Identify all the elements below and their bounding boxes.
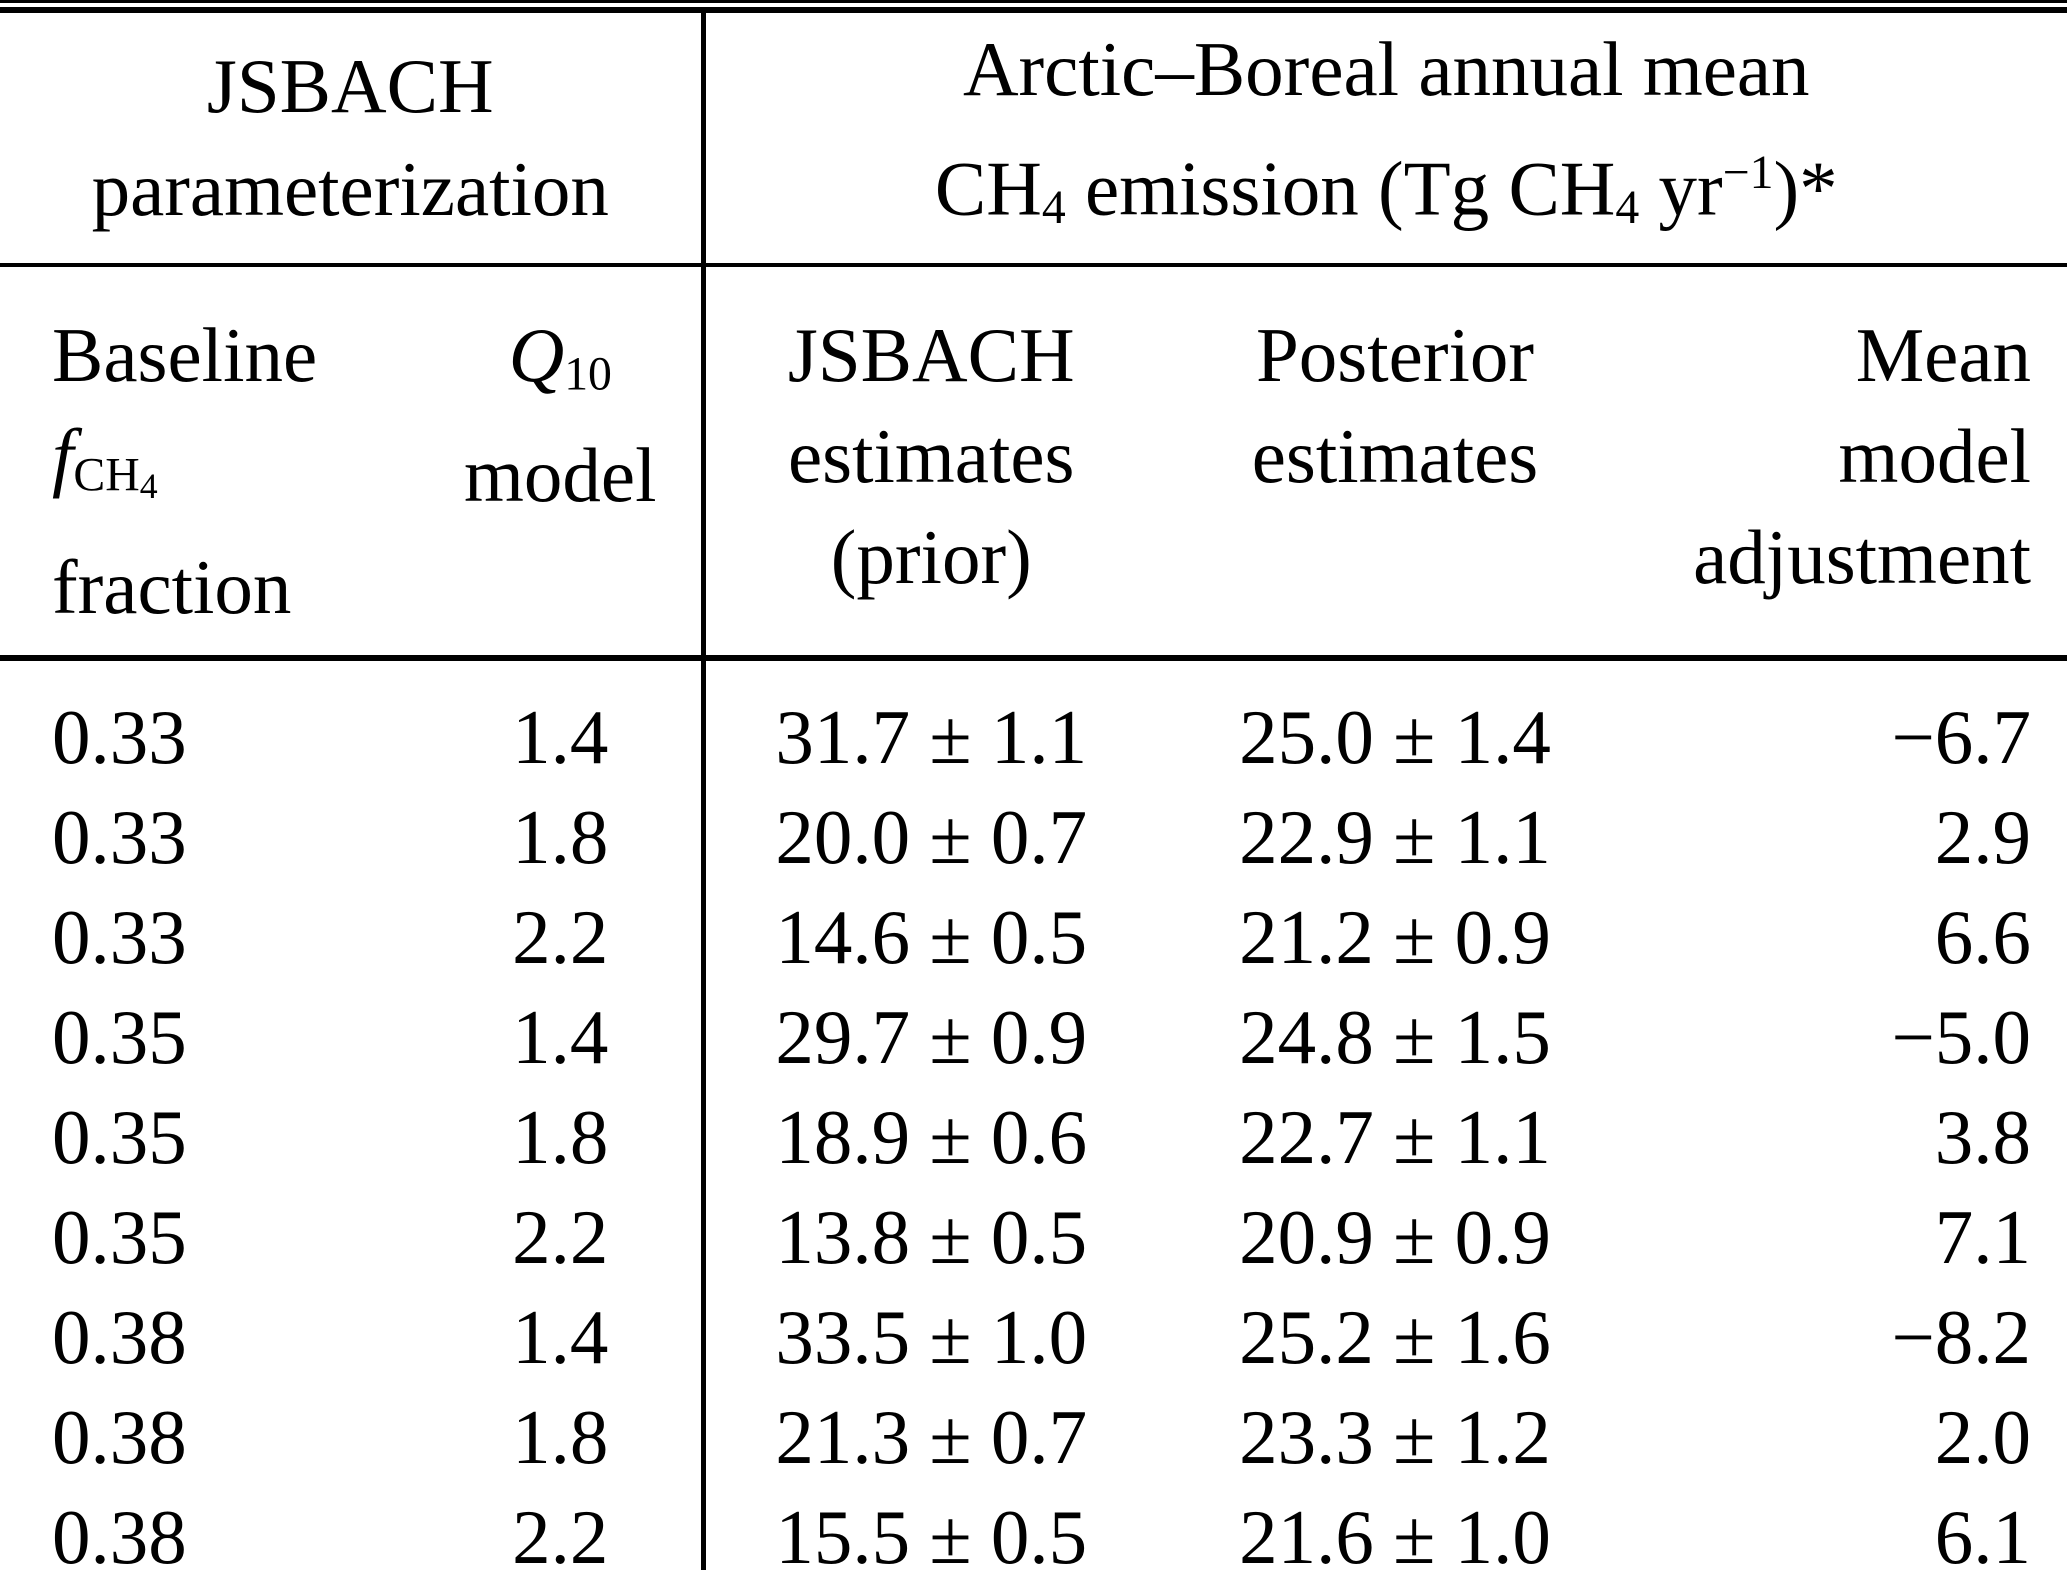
- cell-prior-estimate: 21.3 ± 0.7: [700, 1387, 1157, 1487]
- f-subscript-4: 4: [139, 465, 158, 506]
- cell-baseline-fraction: 0.35: [52, 993, 187, 1080]
- cell-baseline-fraction: 0.35: [52, 1193, 187, 1280]
- q10-header-line1: Q10: [420, 305, 701, 425]
- jsbach-header-line2: estimates: [787, 413, 1075, 499]
- group-header-left-line1: JSBACH: [206, 43, 494, 129]
- cell-posterior-estimate: 21.2 ± 0.9: [1239, 893, 1551, 980]
- group-header-row: JSBACH parameterization Arctic–Boreal an…: [0, 13, 2067, 267]
- q-symbol: Q: [508, 312, 565, 398]
- baseline-header-line2: fCH4: [52, 406, 420, 537]
- cell-q10: 1.8: [512, 1093, 609, 1180]
- cell-q10: 1.4: [512, 693, 609, 780]
- cell-q10: 1.4: [512, 1293, 609, 1380]
- table-row: 0.35 1.8 18.9 ± 0.6 22.7 ± 1.1 3.8: [0, 1087, 2067, 1187]
- cell-baseline-fraction: 0.38: [52, 1293, 187, 1380]
- column-header-baseline-fraction: Baseline fCH4 fraction: [0, 265, 420, 661]
- cell-q10: 1.4: [512, 993, 609, 1080]
- cell-q10: 2.2: [512, 893, 609, 980]
- table-row: 0.33 2.2 14.6 ± 0.5 21.2 ± 0.9 6.6: [0, 887, 2067, 987]
- ch4-label-2: CH: [1508, 144, 1616, 231]
- cell-posterior-estimate: 25.2 ± 1.6: [1239, 1293, 1551, 1380]
- table-row: 0.38 1.8 21.3 ± 0.7 23.3 ± 1.2 2.0: [0, 1387, 2067, 1487]
- cell-prior-estimate: 33.5 ± 1.0: [700, 1287, 1157, 1387]
- table-row: 0.35 2.2 13.8 ± 0.5 20.9 ± 0.9 7.1: [0, 1187, 2067, 1287]
- table-row: 0.33 1.4 31.7 ± 1.1 25.0 ± 1.4 −6.7: [0, 658, 2067, 787]
- group-header-right: Arctic–Boreal annual mean CH4 emission (…: [700, 13, 2067, 267]
- table-row: 0.33 1.8 20.0 ± 0.7 22.9 ± 1.1 2.9: [0, 787, 2067, 887]
- cell-prior-estimate: 29.7 ± 0.9: [700, 987, 1157, 1087]
- cell-posterior-estimate: 23.3 ± 1.2: [1239, 1393, 1551, 1480]
- jsbach-header-line3: (prior): [830, 514, 1032, 600]
- cell-baseline-fraction: 0.33: [52, 693, 187, 780]
- ch4-label: CH: [934, 144, 1042, 231]
- table-body: 0.33 1.4 31.7 ± 1.1 25.0 ± 1.4 −6.7 0.33…: [0, 658, 2067, 1570]
- cell-mean-adjustment: 2.0: [1934, 1393, 2032, 1480]
- cell-mean-adjustment: −5.0: [1891, 993, 2032, 1080]
- f-subscript: CH: [73, 448, 140, 502]
- mean-header-line3: adjustment: [1693, 514, 2032, 600]
- mean-header-line2: model: [1838, 413, 2032, 499]
- cell-mean-adjustment: 6.6: [1934, 893, 2032, 980]
- cell-prior-estimate: 18.9 ± 0.6: [700, 1087, 1157, 1187]
- mean-header-line1: Mean: [1855, 312, 2032, 398]
- cell-posterior-estimate: 24.8 ± 1.5: [1239, 993, 1551, 1080]
- group-header-left: JSBACH parameterization: [0, 13, 703, 267]
- baseline-header-line1: Baseline: [52, 312, 318, 398]
- jsbach-header-line1: JSBACH: [787, 312, 1075, 398]
- cell-posterior-estimate: 21.6 ± 1.0: [1239, 1493, 1551, 1570]
- posterior-header-line1: Posterior: [1255, 312, 1535, 398]
- cell-baseline-fraction: 0.38: [52, 1493, 187, 1570]
- table-row: 0.38 2.2 15.5 ± 0.5 21.6 ± 1.0 6.1: [0, 1487, 2067, 1570]
- group-header-right-line1: Arctic–Boreal annual mean: [962, 25, 1810, 112]
- column-header-jsbach-prior: JSBACH estimates (prior): [700, 265, 1157, 661]
- yr-label: yr: [1639, 144, 1723, 231]
- cell-baseline-fraction: 0.38: [52, 1393, 187, 1480]
- cell-baseline-fraction: 0.35: [52, 1093, 187, 1180]
- cell-posterior-estimate: 22.7 ± 1.1: [1239, 1093, 1551, 1180]
- cell-q10: 2.2: [512, 1493, 609, 1570]
- cell-prior-estimate: 13.8 ± 0.5: [700, 1187, 1157, 1287]
- emissions-table: JSBACH parameterization Arctic–Boreal an…: [0, 13, 2067, 1570]
- ch4-subscript: 4: [1041, 180, 1066, 234]
- cell-mean-adjustment: 2.9: [1934, 793, 2032, 880]
- posterior-header-line2: estimates: [1251, 413, 1539, 499]
- column-header-q10-model: Q10 model: [420, 265, 703, 661]
- cell-posterior-estimate: 20.9 ± 0.9: [1239, 1193, 1551, 1280]
- emission-unit-text: emission (Tg: [1065, 144, 1509, 231]
- cell-prior-estimate: 20.0 ± 0.7: [700, 787, 1157, 887]
- table-row: 0.38 1.4 33.5 ± 1.0 25.2 ± 1.6 −8.2: [0, 1287, 2067, 1387]
- f-symbol: f: [52, 413, 74, 499]
- cell-mean-adjustment: 3.8: [1934, 1093, 2032, 1180]
- yr-exponent: −1: [1722, 145, 1774, 199]
- q10-header-line2: model: [464, 431, 657, 518]
- cell-prior-estimate: 31.7 ± 1.1: [700, 658, 1157, 787]
- cell-prior-estimate: 15.5 ± 0.5: [700, 1487, 1157, 1570]
- cell-mean-adjustment: −6.7: [1891, 693, 2032, 780]
- column-header-posterior: Posterior estimates: [1157, 265, 1633, 661]
- ch4-subscript-2: 4: [1615, 180, 1640, 234]
- cell-prior-estimate: 14.6 ± 0.5: [700, 887, 1157, 987]
- cell-q10: 1.8: [512, 793, 609, 880]
- cell-posterior-estimate: 25.0 ± 1.4: [1239, 693, 1551, 780]
- group-header-left-line2: parameterization: [91, 146, 609, 232]
- cell-baseline-fraction: 0.33: [52, 893, 187, 980]
- group-header-right-line2: CH4 emission (Tg CH4 yr−1)*: [706, 121, 2067, 259]
- cell-mean-adjustment: −8.2: [1891, 1293, 2032, 1380]
- cell-mean-adjustment: 7.1: [1934, 1193, 2032, 1280]
- cell-q10: 1.8: [512, 1393, 609, 1480]
- baseline-header-line3: fraction: [52, 543, 292, 630]
- q-subscript: 10: [564, 347, 612, 401]
- cell-baseline-fraction: 0.33: [52, 793, 187, 880]
- cell-mean-adjustment: 6.1: [1934, 1493, 2032, 1570]
- unit-close-asterisk: )*: [1773, 144, 1838, 231]
- cell-q10: 2.2: [512, 1193, 609, 1280]
- column-header-row: Baseline fCH4 fraction Q10 model JSBACH …: [0, 265, 2067, 661]
- cell-posterior-estimate: 22.9 ± 1.1: [1239, 793, 1551, 880]
- column-header-mean-adjustment: Mean model adjustment: [1633, 265, 2067, 661]
- table-top-rule: [0, 0, 2067, 13]
- table-row: 0.35 1.4 29.7 ± 0.9 24.8 ± 1.5 −5.0: [0, 987, 2067, 1087]
